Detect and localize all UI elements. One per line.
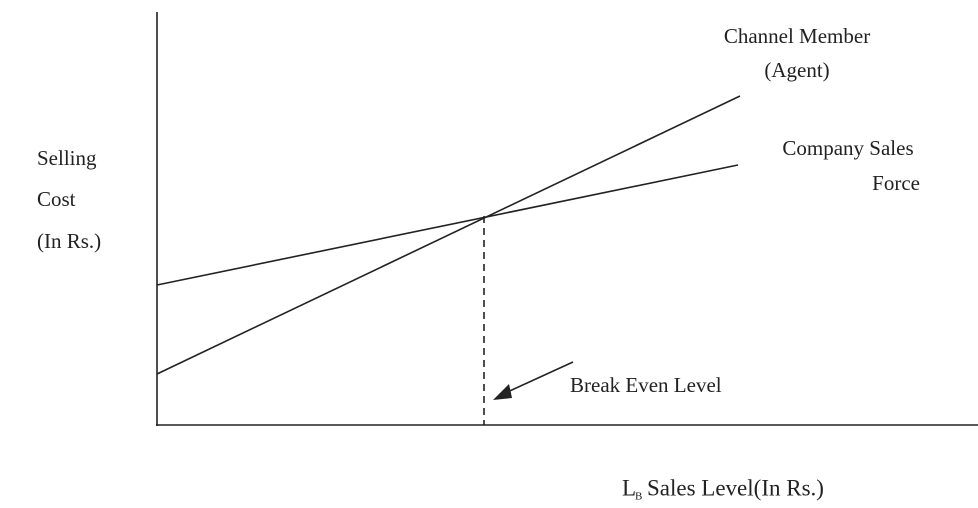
sales-force-cost-line xyxy=(156,164,739,286)
annotation-arrow xyxy=(502,361,574,395)
x-axis-label: Sales Level(In Rs.) xyxy=(647,475,824,500)
line-label: Force xyxy=(872,171,920,195)
line-label: Channel Member xyxy=(724,24,870,48)
x-axis-symbol: L xyxy=(622,475,636,500)
x-axis-subscript: B xyxy=(635,491,642,503)
annotation-label: Break Even Level xyxy=(570,373,722,397)
arrow-head xyxy=(493,384,512,400)
y-axis-label: Cost xyxy=(37,187,76,211)
y-axis-label: Selling xyxy=(37,146,97,170)
line-label: (Agent) xyxy=(764,58,829,82)
y-axis-label: (In Rs.) xyxy=(37,229,101,253)
line-label: Company Sales xyxy=(782,136,913,160)
agent-cost-line xyxy=(156,95,741,375)
